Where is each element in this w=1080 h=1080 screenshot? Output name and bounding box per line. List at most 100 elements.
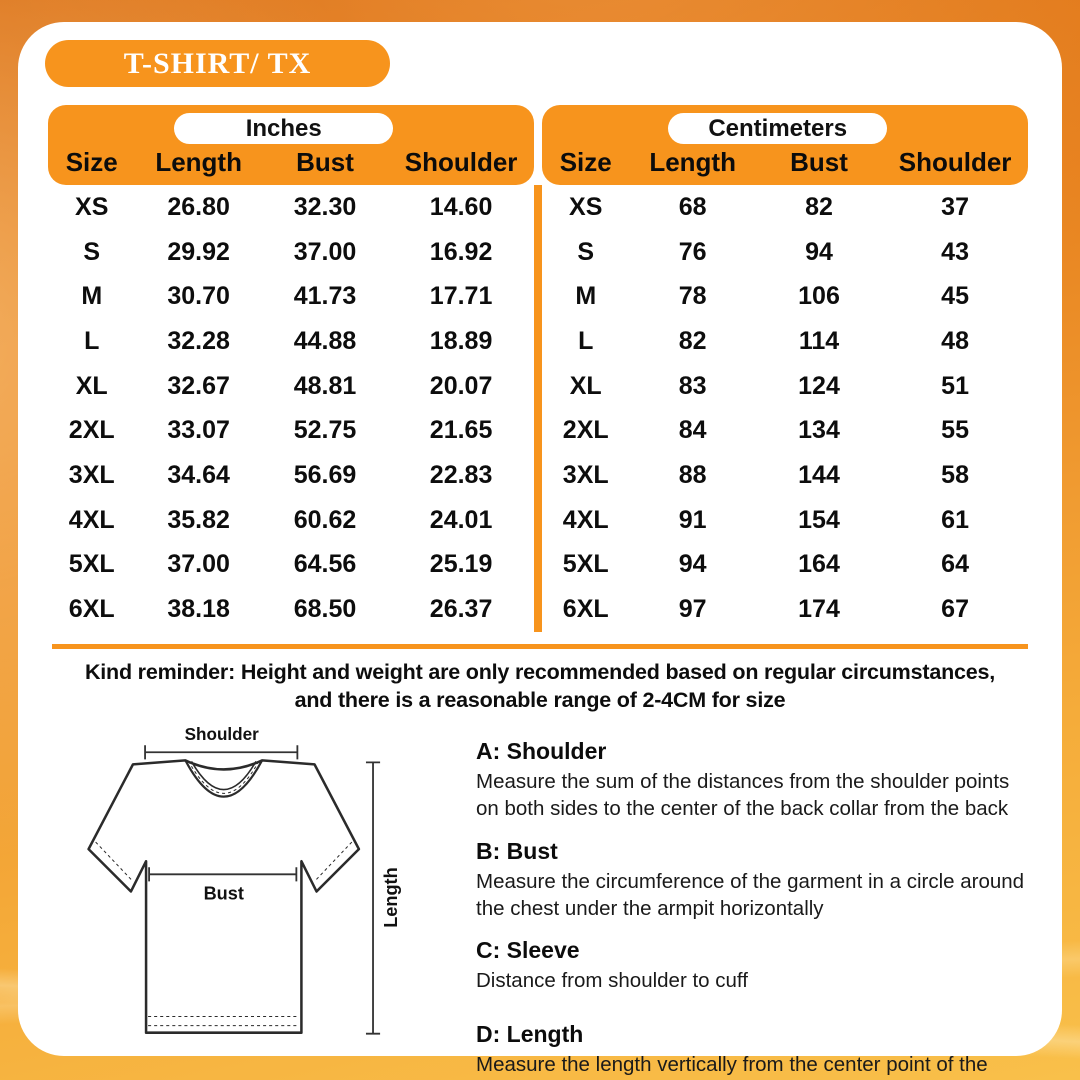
value-cell: 91 <box>678 505 707 534</box>
table-body-inches: XS 26.80 32.30 14.60 S 29.92 37.00 16.92 M 30.70 4… <box>48 185 534 632</box>
value-cell: 26.80 <box>167 192 230 221</box>
guide-item-heading: D: Length <box>476 1021 584 1048</box>
guide-item: D: Length Measure the length vertically f… <box>476 1021 1032 1080</box>
size-cell: M <box>575 282 597 311</box>
guide-item: B: Bust Measure the circumference of the … <box>476 838 1032 923</box>
bust-label: Bust <box>204 884 244 904</box>
column-header-shoulder: Shoulder <box>404 147 518 177</box>
size-cell: 2XL <box>68 416 115 445</box>
column-header-length: Length <box>649 147 736 177</box>
guide-item: C: Sleeve Distance from shoulder to cuff <box>476 937 1032 994</box>
table-row: XL 32.67 48.81 20.07 <box>48 364 534 409</box>
size-cell: S <box>577 237 595 266</box>
table-row: 2XL 33.07 52.75 21.65 <box>48 408 534 453</box>
table-row: 3XL 34.64 56.69 22.83 <box>48 453 534 498</box>
size-cell: 6XL <box>68 595 115 624</box>
value-cell: 68 <box>678 192 707 221</box>
value-cell: 35.82 <box>167 505 230 534</box>
table-row: 6XL 38.18 68.50 26.37 <box>48 587 534 632</box>
value-cell: 21.65 <box>429 416 493 445</box>
inches-table-header: Inches Size Length Bust Shoulder <box>48 105 534 185</box>
value-cell: 48 <box>941 326 969 355</box>
value-cell: 41.73 <box>293 282 357 311</box>
table-row: L 32.28 44.88 18.89 <box>48 319 534 364</box>
length-label: Length <box>381 867 401 927</box>
size-cell: 5XL <box>562 550 609 579</box>
centimeters-column-headers: Size Length Bust Shoulder <box>542 147 1028 178</box>
guide-item-heading: C: Sleeve <box>476 937 580 963</box>
value-cell: 38.18 <box>167 595 230 624</box>
table-row: 6XL 97 174 67 <box>542 587 1028 632</box>
table-row: 2XL 84 134 55 <box>542 408 1028 453</box>
value-cell: 44.88 <box>293 326 357 355</box>
title-pill: T-SHIRT/ TX <box>45 40 390 87</box>
value-cell: 78 <box>678 282 707 311</box>
size-chart-card: T-SHIRT/ TX Inches Size Length Bust Shou… <box>18 22 1062 1076</box>
guide-item-heading: B: Bust <box>476 837 558 864</box>
value-cell: 60.62 <box>293 505 357 534</box>
value-cell: 34.64 <box>167 460 230 489</box>
value-cell: 25.19 <box>429 550 493 579</box>
value-cell: 24.01 <box>429 505 493 534</box>
value-cell: 45 <box>941 282 969 311</box>
collar-stitch <box>187 760 260 794</box>
table-row: XL 83 124 51 <box>542 364 1028 409</box>
value-cell: 82 <box>805 192 833 221</box>
value-cell: 37.00 <box>293 237 357 266</box>
value-cell: 30.70 <box>167 282 230 311</box>
value-cell: 64 <box>941 550 969 579</box>
divider-rule <box>52 644 1028 649</box>
reminder-line-2: and there is a reasonable range of 2-4CM… <box>294 687 786 712</box>
column-header-shoulder: Shoulder <box>898 147 1012 177</box>
size-cell: 3XL <box>68 460 115 489</box>
page-title: T-SHIRT/ TX <box>123 46 312 80</box>
value-cell: 22.83 <box>429 460 493 489</box>
table-row: 3XL 88 144 58 <box>542 453 1028 498</box>
centimeters-table-header: Centimeters Size Length Bust Shoulder <box>542 105 1028 185</box>
guide-item-body: Distance from shoulder to cuff <box>476 969 748 992</box>
unit-pill-inches: Inches <box>174 113 394 144</box>
size-cell: XL <box>75 371 108 400</box>
size-cell: 4XL <box>68 505 115 534</box>
inches-label: Inches <box>245 114 322 142</box>
value-cell: 52.75 <box>293 416 357 445</box>
length-measure-line <box>365 761 381 1035</box>
size-cell: M <box>81 282 103 311</box>
value-cell: 55 <box>941 416 969 445</box>
guide-item-heading: A: Shoulder <box>476 738 607 764</box>
value-cell: 114 <box>798 326 840 355</box>
value-cell: 124 <box>798 371 840 400</box>
column-header-length: Length <box>155 147 242 177</box>
guide-item-body: Measure the circumference of the garment… <box>476 869 1025 920</box>
value-cell: 134 <box>798 416 840 445</box>
size-cell: 2XL <box>562 416 609 445</box>
tshirt-diagram: Shoulder Bust Length <box>58 720 450 1048</box>
table-row: 5XL 94 164 64 <box>542 543 1028 588</box>
value-cell: 33.07 <box>167 416 230 445</box>
tshirt-drawing: Shoulder Bust Length <box>87 724 401 1035</box>
table-header: Inches Size Length Bust Shoulder Centime… <box>48 105 1028 185</box>
reminder-text: Kind reminder: Height and weight are onl… <box>38 659 1042 715</box>
right-cuff-stitch <box>314 841 353 882</box>
centimeters-label: Centimeters <box>708 114 848 142</box>
value-cell: 174 <box>798 595 840 624</box>
column-header-bust: Bust <box>790 147 848 177</box>
value-cell: 43 <box>941 237 969 266</box>
table-row: 4XL 35.82 60.62 24.01 <box>48 498 534 543</box>
column-header-size: Size <box>559 147 612 177</box>
value-cell: 32.28 <box>167 326 230 355</box>
column-header-bust: Bust <box>296 147 354 177</box>
value-cell: 29.92 <box>167 237 230 266</box>
value-cell: 61 <box>941 505 969 534</box>
value-cell: 68.50 <box>293 595 357 624</box>
value-cell: 106 <box>798 282 840 311</box>
size-cell: 3XL <box>562 460 609 489</box>
value-cell: 58 <box>941 460 969 489</box>
value-cell: 51 <box>941 371 969 400</box>
value-cell: 14.60 <box>429 192 493 221</box>
guide-item: A: Shoulder Measure the sum of the distan… <box>476 738 1032 823</box>
table-row: XS 68 82 37 <box>542 185 1028 230</box>
table-row: M 30.70 41.73 17.71 <box>48 274 534 319</box>
guide-item-body: Measure the length vertically from the c… <box>476 1053 988 1077</box>
